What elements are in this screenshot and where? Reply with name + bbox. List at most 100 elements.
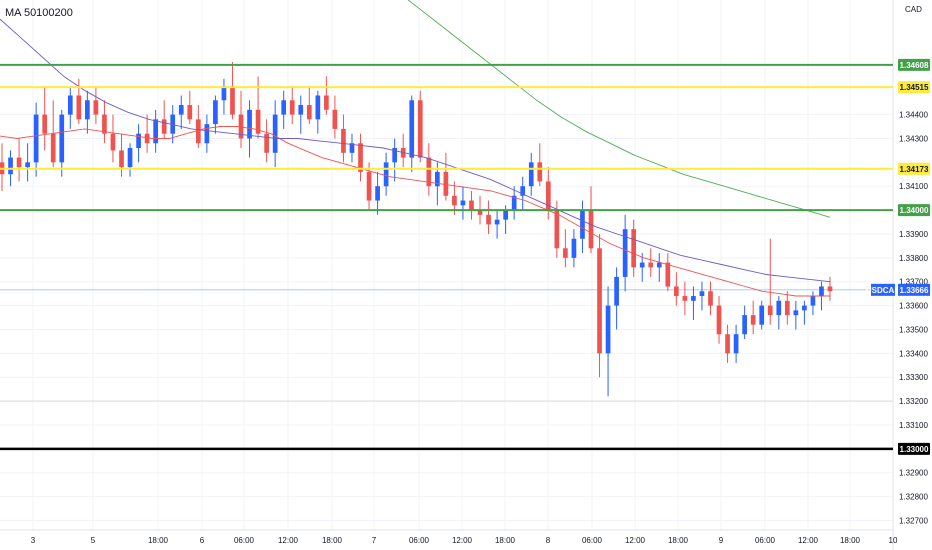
last-price-tag — [898, 283, 930, 296]
candle-body — [528, 162, 534, 187]
candle-body — [102, 114, 107, 134]
candle-body — [332, 109, 338, 129]
candle-body — [238, 114, 244, 139]
level-tag — [898, 162, 930, 175]
candle-body — [622, 229, 628, 277]
time-tick-label: 5 — [91, 536, 96, 545]
symbol-tag — [871, 283, 895, 296]
ma100-line — [0, 18, 831, 283]
candle-body — [144, 133, 150, 144]
candle-body — [827, 286, 833, 292]
candle-body — [153, 119, 158, 144]
level-tag — [898, 204, 930, 217]
candle-body — [289, 100, 295, 115]
level-tag-label: 1.34173 — [900, 165, 929, 174]
candle-body — [306, 105, 312, 120]
candle-body — [170, 114, 176, 134]
candle-body — [392, 148, 398, 163]
candle-body — [614, 276, 619, 306]
candle-body — [494, 219, 500, 225]
candle-body — [819, 286, 824, 297]
candle-body — [511, 195, 517, 211]
candle-body — [67, 95, 73, 115]
candle-body — [708, 291, 713, 306]
time-tick-label: 3 — [31, 536, 36, 545]
candle-body — [8, 157, 13, 175]
level-tag-label: 1.34000 — [900, 206, 929, 215]
time-tick-label: 18:00 — [148, 536, 169, 545]
candle-body — [221, 85, 227, 101]
candle-body — [375, 186, 380, 201]
time-tick-label: 12:00 — [278, 536, 299, 545]
candle-body — [213, 100, 218, 125]
last-price-tag-label: 1.33666 — [900, 286, 929, 295]
price-tick-label: 1.33100 — [899, 421, 928, 430]
level-tag — [898, 442, 930, 455]
candle-body — [358, 143, 363, 172]
candle-body — [588, 210, 594, 249]
time-tick-label: 12:00 — [452, 536, 473, 545]
price-tick-label: 1.33200 — [899, 397, 928, 406]
time-tick-label: 9 — [719, 536, 724, 545]
price-tick-label: 1.33700 — [899, 278, 928, 287]
candle-body — [341, 128, 346, 153]
candle-body — [520, 186, 526, 196]
time-tick-label: 10 — [889, 536, 898, 545]
price-tick-label: 1.34100 — [899, 182, 928, 191]
candle-body — [460, 200, 466, 206]
candle-body — [16, 157, 22, 168]
candle-body — [136, 133, 141, 149]
ma200-line — [407, 0, 831, 218]
time-tick-label: 18:00 — [322, 536, 343, 545]
candle-body — [631, 229, 637, 268]
candle-body — [477, 210, 483, 215]
candle-body — [247, 109, 252, 139]
time-tick-label: 06:00 — [582, 536, 603, 545]
candle-body — [725, 334, 730, 354]
candle-body — [750, 315, 756, 325]
time-tick-label: 12:00 — [625, 536, 646, 545]
candle-body — [733, 334, 739, 354]
candle-body — [580, 210, 585, 239]
candle-body — [656, 262, 662, 268]
candle-body — [417, 100, 423, 158]
candle-body — [563, 248, 568, 258]
candle-body — [691, 296, 696, 301]
candle-body — [349, 143, 355, 153]
candle-body — [469, 200, 474, 211]
candle-body — [409, 100, 415, 158]
level-tag-label: 1.33000 — [900, 445, 929, 454]
candle-body — [767, 305, 773, 316]
time-tick-label: 06:00 — [234, 536, 255, 545]
candle-body — [742, 315, 747, 335]
candle-body — [324, 95, 329, 110]
candle-body — [59, 114, 65, 163]
candle-body — [315, 95, 321, 120]
candle-body — [545, 181, 551, 211]
candle-body — [76, 95, 82, 120]
candle-body — [366, 171, 372, 201]
time-tick-label: 8 — [546, 536, 551, 545]
candle-body — [759, 305, 765, 325]
candle-body — [426, 157, 432, 187]
candle-body — [682, 296, 688, 301]
candle-body — [204, 124, 210, 144]
price-tick-label: 1.32800 — [899, 493, 928, 502]
price-tick-label: 1.33500 — [899, 325, 928, 334]
candle-body — [93, 100, 99, 115]
candle-body — [110, 133, 116, 151]
candle-body — [537, 162, 543, 182]
price-tick-label: 1.32900 — [899, 469, 928, 478]
candle-body — [793, 310, 799, 316]
candle-body — [571, 238, 577, 258]
candle-body — [25, 162, 30, 168]
time-tick-label: 12:00 — [798, 536, 819, 545]
candle-body — [434, 171, 440, 187]
time-tick-label: 06:00 — [755, 536, 776, 545]
candle-body — [195, 119, 201, 144]
candle-body — [665, 262, 671, 287]
candle-body — [503, 210, 508, 220]
candle-body — [716, 305, 722, 335]
candle-body — [178, 105, 184, 115]
